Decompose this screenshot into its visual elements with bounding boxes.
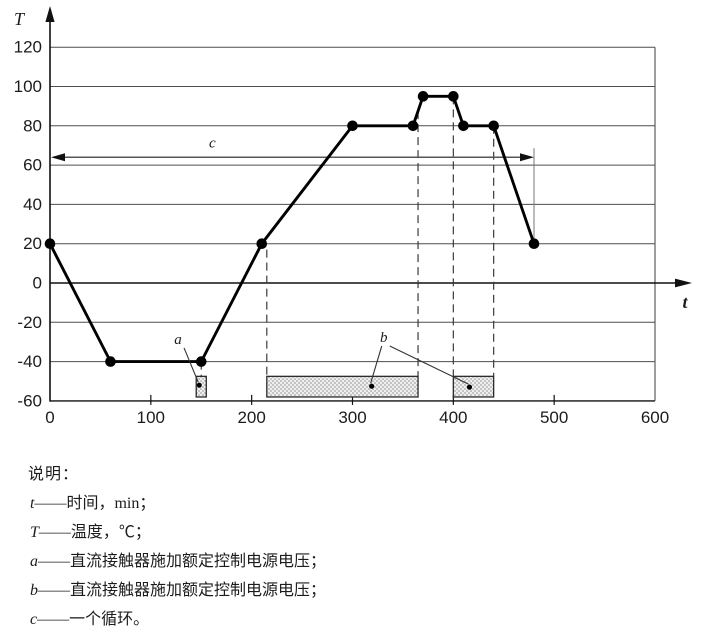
legend-item-b: b——直流接触器施加额定控制电源电压；	[30, 576, 703, 605]
y-tick-label: -60	[17, 391, 42, 410]
legend-title: 说明：	[28, 466, 80, 483]
legend-text: ——直流接触器施加额定控制电源电压；	[38, 582, 327, 599]
legend-text: ——直流接触器施加额定控制电源电压；	[38, 553, 327, 570]
y-tick-label: 20	[23, 234, 42, 253]
legend-item-t: t——时间，min；	[30, 489, 703, 518]
x-tick-label: 300	[338, 408, 366, 427]
legend-item-T: T——温度，℃；	[30, 518, 703, 547]
hatched-band-b-1	[266, 375, 419, 398]
cycle-arrow-right-head	[520, 153, 534, 162]
temperature-cycle-plot: 0 100 200 300 400 500 600120100806040200-20-40…	[14, 6, 692, 427]
y-tick-label: -20	[17, 313, 42, 332]
temperature-cycle-figure: 0 100 200 300 400 500 600 120 100 80 60 40 20 0 -20 -40…	[14, 6, 692, 427]
data-point-marker	[528, 238, 540, 249]
annotation-label-b: b	[380, 330, 388, 346]
legend-item-c: c——一个循环。	[30, 605, 703, 628]
x-tick-label: 0	[45, 408, 54, 427]
data-point-marker	[448, 91, 459, 102]
annotation-leader-a	[183, 347, 199, 383]
data-point-marker	[44, 238, 56, 249]
annotation-dot-b	[466, 384, 473, 390]
y-axis-arrowhead	[45, 6, 55, 22]
x-tick-label: 600	[641, 408, 669, 427]
annotation-leader-b	[389, 345, 469, 385]
y-axis-label: T	[14, 9, 26, 29]
legend-symbol: a	[30, 553, 38, 570]
data-point-marker	[256, 238, 268, 249]
y-tick-label: -40	[17, 352, 42, 371]
y-tick-label: 40	[23, 195, 42, 214]
legend-symbol: c	[30, 611, 38, 628]
data-point-marker	[458, 120, 469, 132]
data-point-marker	[195, 356, 207, 367]
legend-text: ——温度，℃；	[38, 524, 151, 541]
legend-notes: 说明： t——时间，min； T——温度，℃； a——直流接触器施加额定控制电源…	[0, 446, 703, 628]
legend-item-a: a——直流接触器施加额定控制电源电压；	[30, 547, 703, 576]
x-axis-arrowhead	[675, 278, 692, 288]
legend-text: ——一个循环。	[37, 611, 150, 628]
annotation-leader-b	[370, 345, 383, 384]
data-point-marker	[347, 120, 358, 132]
annotation-label-a: a	[174, 332, 182, 348]
x-tick-label: 200	[237, 408, 265, 427]
y-tick-label: 120	[14, 38, 42, 57]
data-point-marker	[488, 120, 499, 132]
y-tick-label: 80	[23, 116, 42, 135]
data-point-marker	[105, 356, 116, 367]
legend-symbol: t	[30, 495, 35, 512]
y-tick-label: 100	[14, 77, 42, 96]
x-tick-label: 400	[439, 408, 467, 427]
cycle-arrow-label: c	[209, 135, 216, 151]
y-tick-label: 0	[33, 274, 42, 293]
x-tick-label: 100	[137, 408, 165, 427]
data-point-marker	[417, 91, 429, 102]
x-tick-label: 500	[540, 408, 568, 427]
cycle-arrow-left-head	[51, 153, 65, 162]
legend-text: ——时间，min；	[34, 495, 156, 512]
legend-symbol: b	[30, 582, 38, 599]
annotation-dot-b	[369, 383, 375, 389]
legend-symbol: T	[30, 524, 39, 541]
data-point-marker	[407, 120, 419, 132]
x-axis-label: t	[682, 292, 688, 312]
annotation-dot-a	[196, 382, 202, 388]
y-tick-label: 60	[23, 156, 42, 175]
